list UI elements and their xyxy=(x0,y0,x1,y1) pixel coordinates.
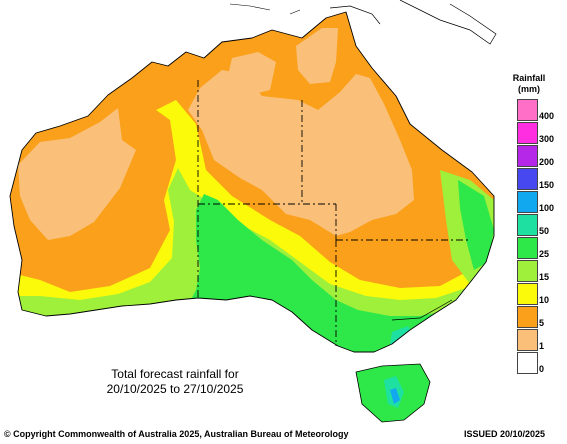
legend-label-10: 10 xyxy=(539,295,550,305)
interior-cape-1mm xyxy=(296,28,338,84)
australia-coastline xyxy=(9,11,495,353)
legend-label-5: 5 xyxy=(539,318,545,328)
vic-nsw-border xyxy=(391,299,453,321)
legend-swatch-150 xyxy=(517,168,538,190)
legend-label-400: 400 xyxy=(539,111,555,121)
interior-east-1mm xyxy=(188,70,414,236)
map-title-line1: Total forecast rainfall for xyxy=(111,367,239,381)
legend-swatch-50 xyxy=(517,214,538,236)
legend-label-200: 200 xyxy=(539,157,555,167)
legend-swatch-1 xyxy=(517,329,538,351)
map-title-line2: 20/10/2025 to 27/10/2025 xyxy=(106,382,244,396)
timor-outline xyxy=(229,3,301,15)
legend-swatch-200 xyxy=(517,145,538,167)
legend-swatch-100 xyxy=(517,191,538,213)
legend-label-1: 1 xyxy=(539,341,545,351)
new-guinea-outline xyxy=(329,0,497,45)
legend-label-50: 50 xyxy=(539,226,550,236)
legend-label-25: 25 xyxy=(539,249,550,259)
legend-swatch-5 xyxy=(517,306,538,328)
state-borders xyxy=(197,80,470,346)
legend-swatch-15 xyxy=(517,260,538,282)
issued-date: ISSUED 20/10/2025 xyxy=(464,429,546,439)
legend-label-0: 0 xyxy=(539,364,545,374)
legend-swatch-10 xyxy=(517,283,538,305)
legend-swatch-25 xyxy=(517,237,538,259)
legend-title-line2: (mm) xyxy=(518,84,540,94)
legend-title-line1: Rainfall xyxy=(512,73,546,83)
east-strip-25mm xyxy=(458,180,494,270)
legend-label-15: 15 xyxy=(539,272,550,282)
interior-west-1mm xyxy=(18,108,136,240)
map-title: Total forecast rainfall for 20/10/2025 t… xyxy=(70,367,280,397)
legend-swatch-0 xyxy=(517,352,538,374)
legend-label-300: 300 xyxy=(539,134,555,144)
tasmania-100mm xyxy=(390,388,400,404)
legend-swatch-300 xyxy=(517,122,538,144)
legend-label-100: 100 xyxy=(539,203,555,213)
interior-topend-1mm xyxy=(226,52,276,96)
legend-title: Rainfall (mm) xyxy=(511,73,547,95)
legend-swatch-400 xyxy=(517,99,538,121)
legend-label-150: 150 xyxy=(539,180,555,190)
copyright-text: © Copyright Commonwealth of Australia 20… xyxy=(4,429,349,439)
